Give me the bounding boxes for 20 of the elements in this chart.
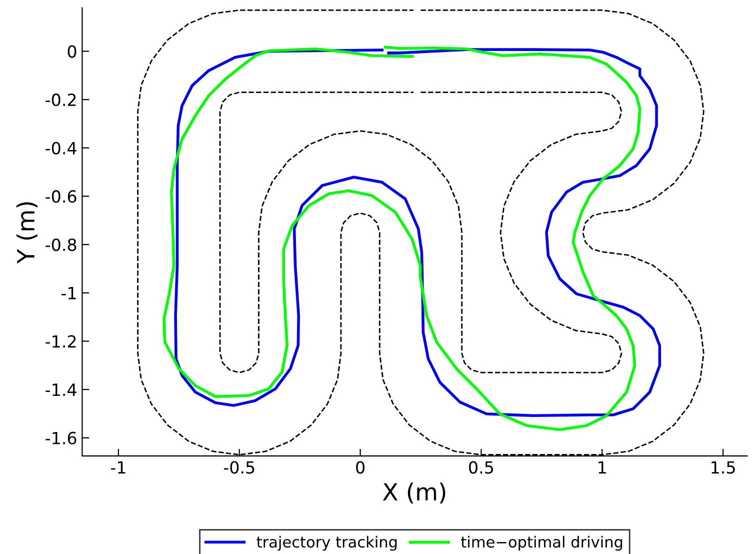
y-axis-title: Y (m) <box>16 202 38 264</box>
x-tick-label: -1 <box>110 461 126 474</box>
y-tick-label: -1 <box>62 287 76 300</box>
y-tick-label: -0.4 <box>46 142 76 154</box>
y-tick-label: -0.2 <box>46 94 76 106</box>
x-tick-label: 1 <box>598 461 606 474</box>
x-tick-label: 0 <box>356 461 364 474</box>
legend-label: time−optimal driving <box>461 536 622 551</box>
y-tick-label: -1.2 <box>46 335 76 348</box>
y-tick-label: -1.4 <box>46 384 76 396</box>
line-series <box>219 92 622 374</box>
y-tick-label: -0.8 <box>46 238 76 252</box>
x-tick-label: -0.5 <box>224 461 254 474</box>
y-tick-label: 0 <box>68 45 76 58</box>
y-tick-label: -1.6 <box>46 432 76 444</box>
legend-label: trajectory tracking <box>256 536 397 551</box>
x-axis-title: X (m) <box>382 482 446 504</box>
y-tick-label: -0.6 <box>46 190 76 203</box>
x-tick-label: 1.5 <box>712 461 735 474</box>
x-tick-label: 0.5 <box>469 461 493 474</box>
